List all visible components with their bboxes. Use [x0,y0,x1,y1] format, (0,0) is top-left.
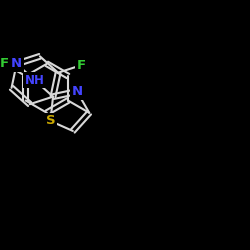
Text: N: N [72,85,83,98]
Text: NH: NH [25,74,45,87]
Text: F: F [77,59,86,72]
Text: S: S [46,114,55,128]
Text: F: F [0,57,9,70]
Text: N: N [11,58,22,70]
